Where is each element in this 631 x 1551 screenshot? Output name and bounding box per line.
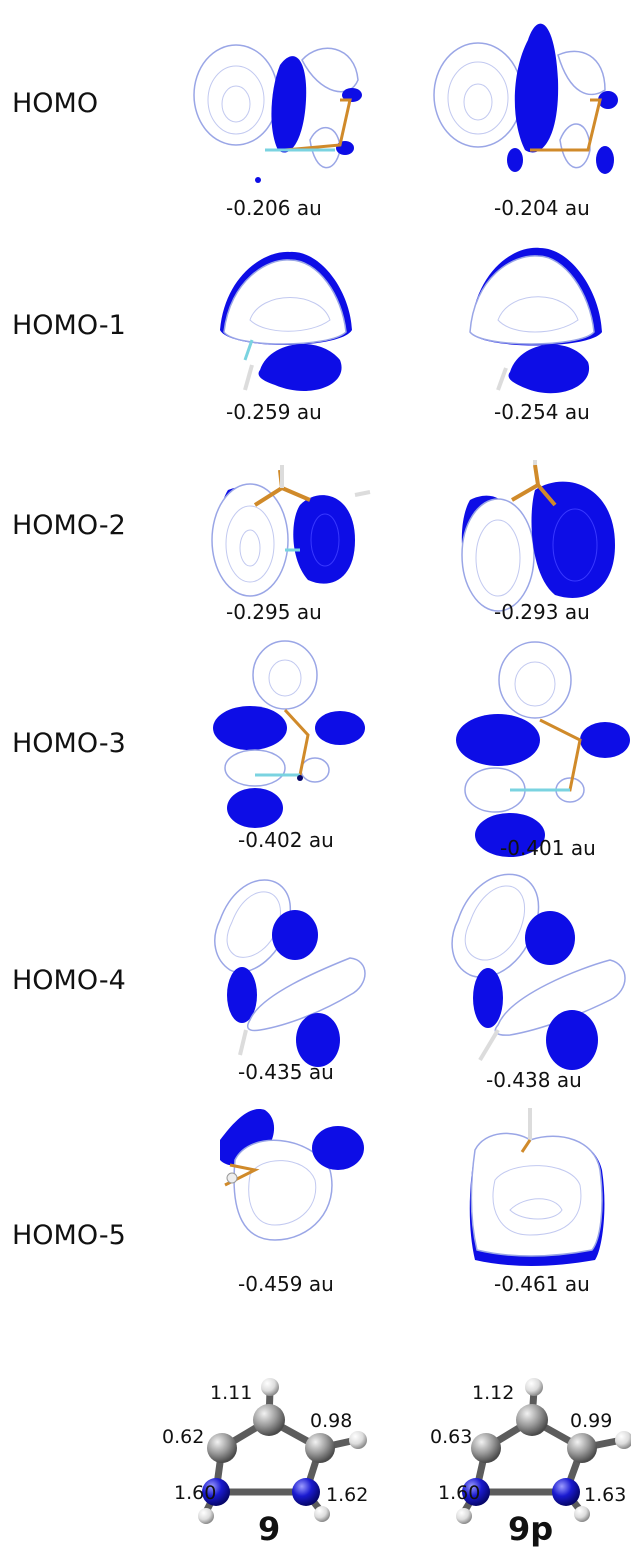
bond-label: 1.60 [174, 1482, 217, 1504]
compound-label: 9p [508, 1510, 554, 1548]
orbital-row: HOMO-2 -0.295 au -0.293 au [0, 460, 631, 670]
orbital-row: HOMO-3 -0.402 au -0.401 au [0, 640, 631, 860]
bond-label: 0.98 [310, 1410, 353, 1432]
orbital-lobes [211, 465, 371, 597]
bond-label: 1.62 [326, 1484, 369, 1506]
orbital-plot-9p: -0.461 au [430, 1100, 630, 1310]
orbital-plot-9: -0.259 au [190, 240, 390, 450]
structure-9p: 1.12 0.63 0.99 1.60 1.63 9p [390, 1360, 631, 1551]
orbital-plot-9: -0.402 au [190, 640, 390, 852]
compound-label: 9 [258, 1510, 281, 1548]
orbital-lobes [193, 44, 362, 183]
orbital-lobes [220, 1109, 364, 1241]
orbital-label: HOMO-4 [12, 965, 126, 996]
orbital-lobes [213, 640, 365, 828]
orbital-energy: -0.459 au [238, 1272, 334, 1296]
orbital-plot-9p: -0.401 au [430, 640, 630, 860]
orbital-energy: -0.259 au [226, 400, 322, 424]
orbital-row: HOMO -0.206 au - [0, 0, 631, 220]
molecule-drawing [202, 1378, 367, 1510]
orbital-label: HOMO [12, 88, 99, 119]
structure-9: 1.11 0.62 0.98 1.60 1.62 9 [150, 1360, 390, 1551]
orbital-energy: -0.438 au [486, 1068, 582, 1092]
orbital-energy: -0.206 au [226, 196, 322, 220]
bond-label: 1.12 [472, 1382, 515, 1404]
orbital-lobes [214, 879, 366, 1067]
orbital-plot-9: -0.459 au [190, 1100, 390, 1310]
bond-label: 0.63 [430, 1426, 473, 1448]
orbital-lobes [469, 1108, 605, 1266]
orbital-plot-9p: -0.254 au [430, 240, 630, 450]
orbital-lobes [469, 247, 602, 394]
orbital-row: HOMO-5 -0.459 au -0.461 au [0, 1100, 631, 1310]
orbital-label: HOMO-3 [12, 728, 126, 759]
orbital-plot-9: -0.295 au [190, 460, 390, 670]
bond-label: 0.99 [570, 1410, 613, 1432]
orbital-plot-9: -0.435 au [190, 860, 390, 1084]
bond-label: 1.60 [438, 1482, 481, 1504]
bond-label: 0.62 [162, 1426, 205, 1448]
orbital-energy: -0.401 au [500, 836, 596, 860]
orbital-plot-9p: -0.204 au [430, 0, 630, 220]
orbital-energy: -0.295 au [226, 600, 322, 624]
orbital-energy: -0.402 au [238, 828, 334, 852]
bond-label: 1.63 [584, 1484, 627, 1506]
orbital-energy: -0.435 au [238, 1060, 334, 1084]
hydrogen-atoms-lower [456, 1506, 590, 1524]
orbital-plot-9: -0.206 au [190, 0, 390, 220]
orbital-label: HOMO-5 [12, 1220, 126, 1251]
bond-label: 1.11 [210, 1382, 253, 1404]
orbital-energy: -0.254 au [494, 400, 590, 424]
orbital-plot-9p: -0.438 au [430, 860, 630, 1092]
orbital-row: HOMO-1 -0.259 au -0.254 au [0, 240, 631, 450]
orbital-label: HOMO-1 [12, 310, 126, 341]
orbital-energy: -0.293 au [494, 600, 590, 624]
orbital-lobes [220, 251, 352, 391]
orbital-lobes [433, 23, 618, 174]
hydrogen-atoms-lower [198, 1506, 330, 1524]
orbital-lobes [451, 873, 626, 1070]
orbital-lobes [456, 641, 630, 857]
orbital-label: HOMO-2 [12, 510, 126, 541]
molecule-drawing [461, 1378, 631, 1510]
orbital-plot-9p: -0.293 au [430, 460, 630, 670]
orbital-energy: -0.461 au [494, 1272, 590, 1296]
orbital-lobes [461, 460, 615, 612]
orbital-energy: -0.204 au [494, 196, 590, 220]
orbital-row: HOMO-4 -0.435 au -0.438 au [0, 860, 631, 1092]
